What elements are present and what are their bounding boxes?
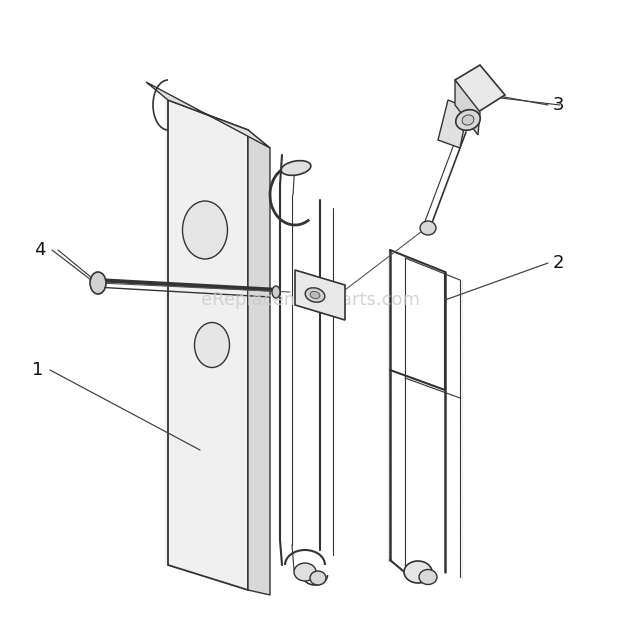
- Ellipse shape: [281, 160, 311, 176]
- Text: eReplacementParts.com: eReplacementParts.com: [200, 291, 420, 309]
- Text: 2: 2: [552, 254, 564, 272]
- Polygon shape: [438, 100, 468, 148]
- Ellipse shape: [182, 201, 228, 259]
- Ellipse shape: [272, 286, 280, 298]
- Ellipse shape: [420, 221, 436, 235]
- Polygon shape: [455, 80, 480, 135]
- Polygon shape: [146, 82, 270, 148]
- Text: 4: 4: [34, 241, 46, 259]
- Ellipse shape: [404, 561, 432, 583]
- Ellipse shape: [462, 115, 474, 125]
- Ellipse shape: [310, 292, 320, 299]
- Text: 3: 3: [552, 96, 564, 114]
- Ellipse shape: [456, 110, 480, 131]
- Polygon shape: [295, 270, 345, 320]
- Polygon shape: [168, 100, 248, 590]
- Polygon shape: [455, 65, 505, 112]
- Ellipse shape: [90, 272, 106, 294]
- Text: 1: 1: [32, 361, 43, 379]
- Ellipse shape: [305, 288, 325, 302]
- Ellipse shape: [419, 569, 437, 585]
- Ellipse shape: [294, 563, 316, 581]
- Ellipse shape: [310, 571, 326, 585]
- Ellipse shape: [195, 323, 229, 368]
- Polygon shape: [248, 130, 270, 595]
